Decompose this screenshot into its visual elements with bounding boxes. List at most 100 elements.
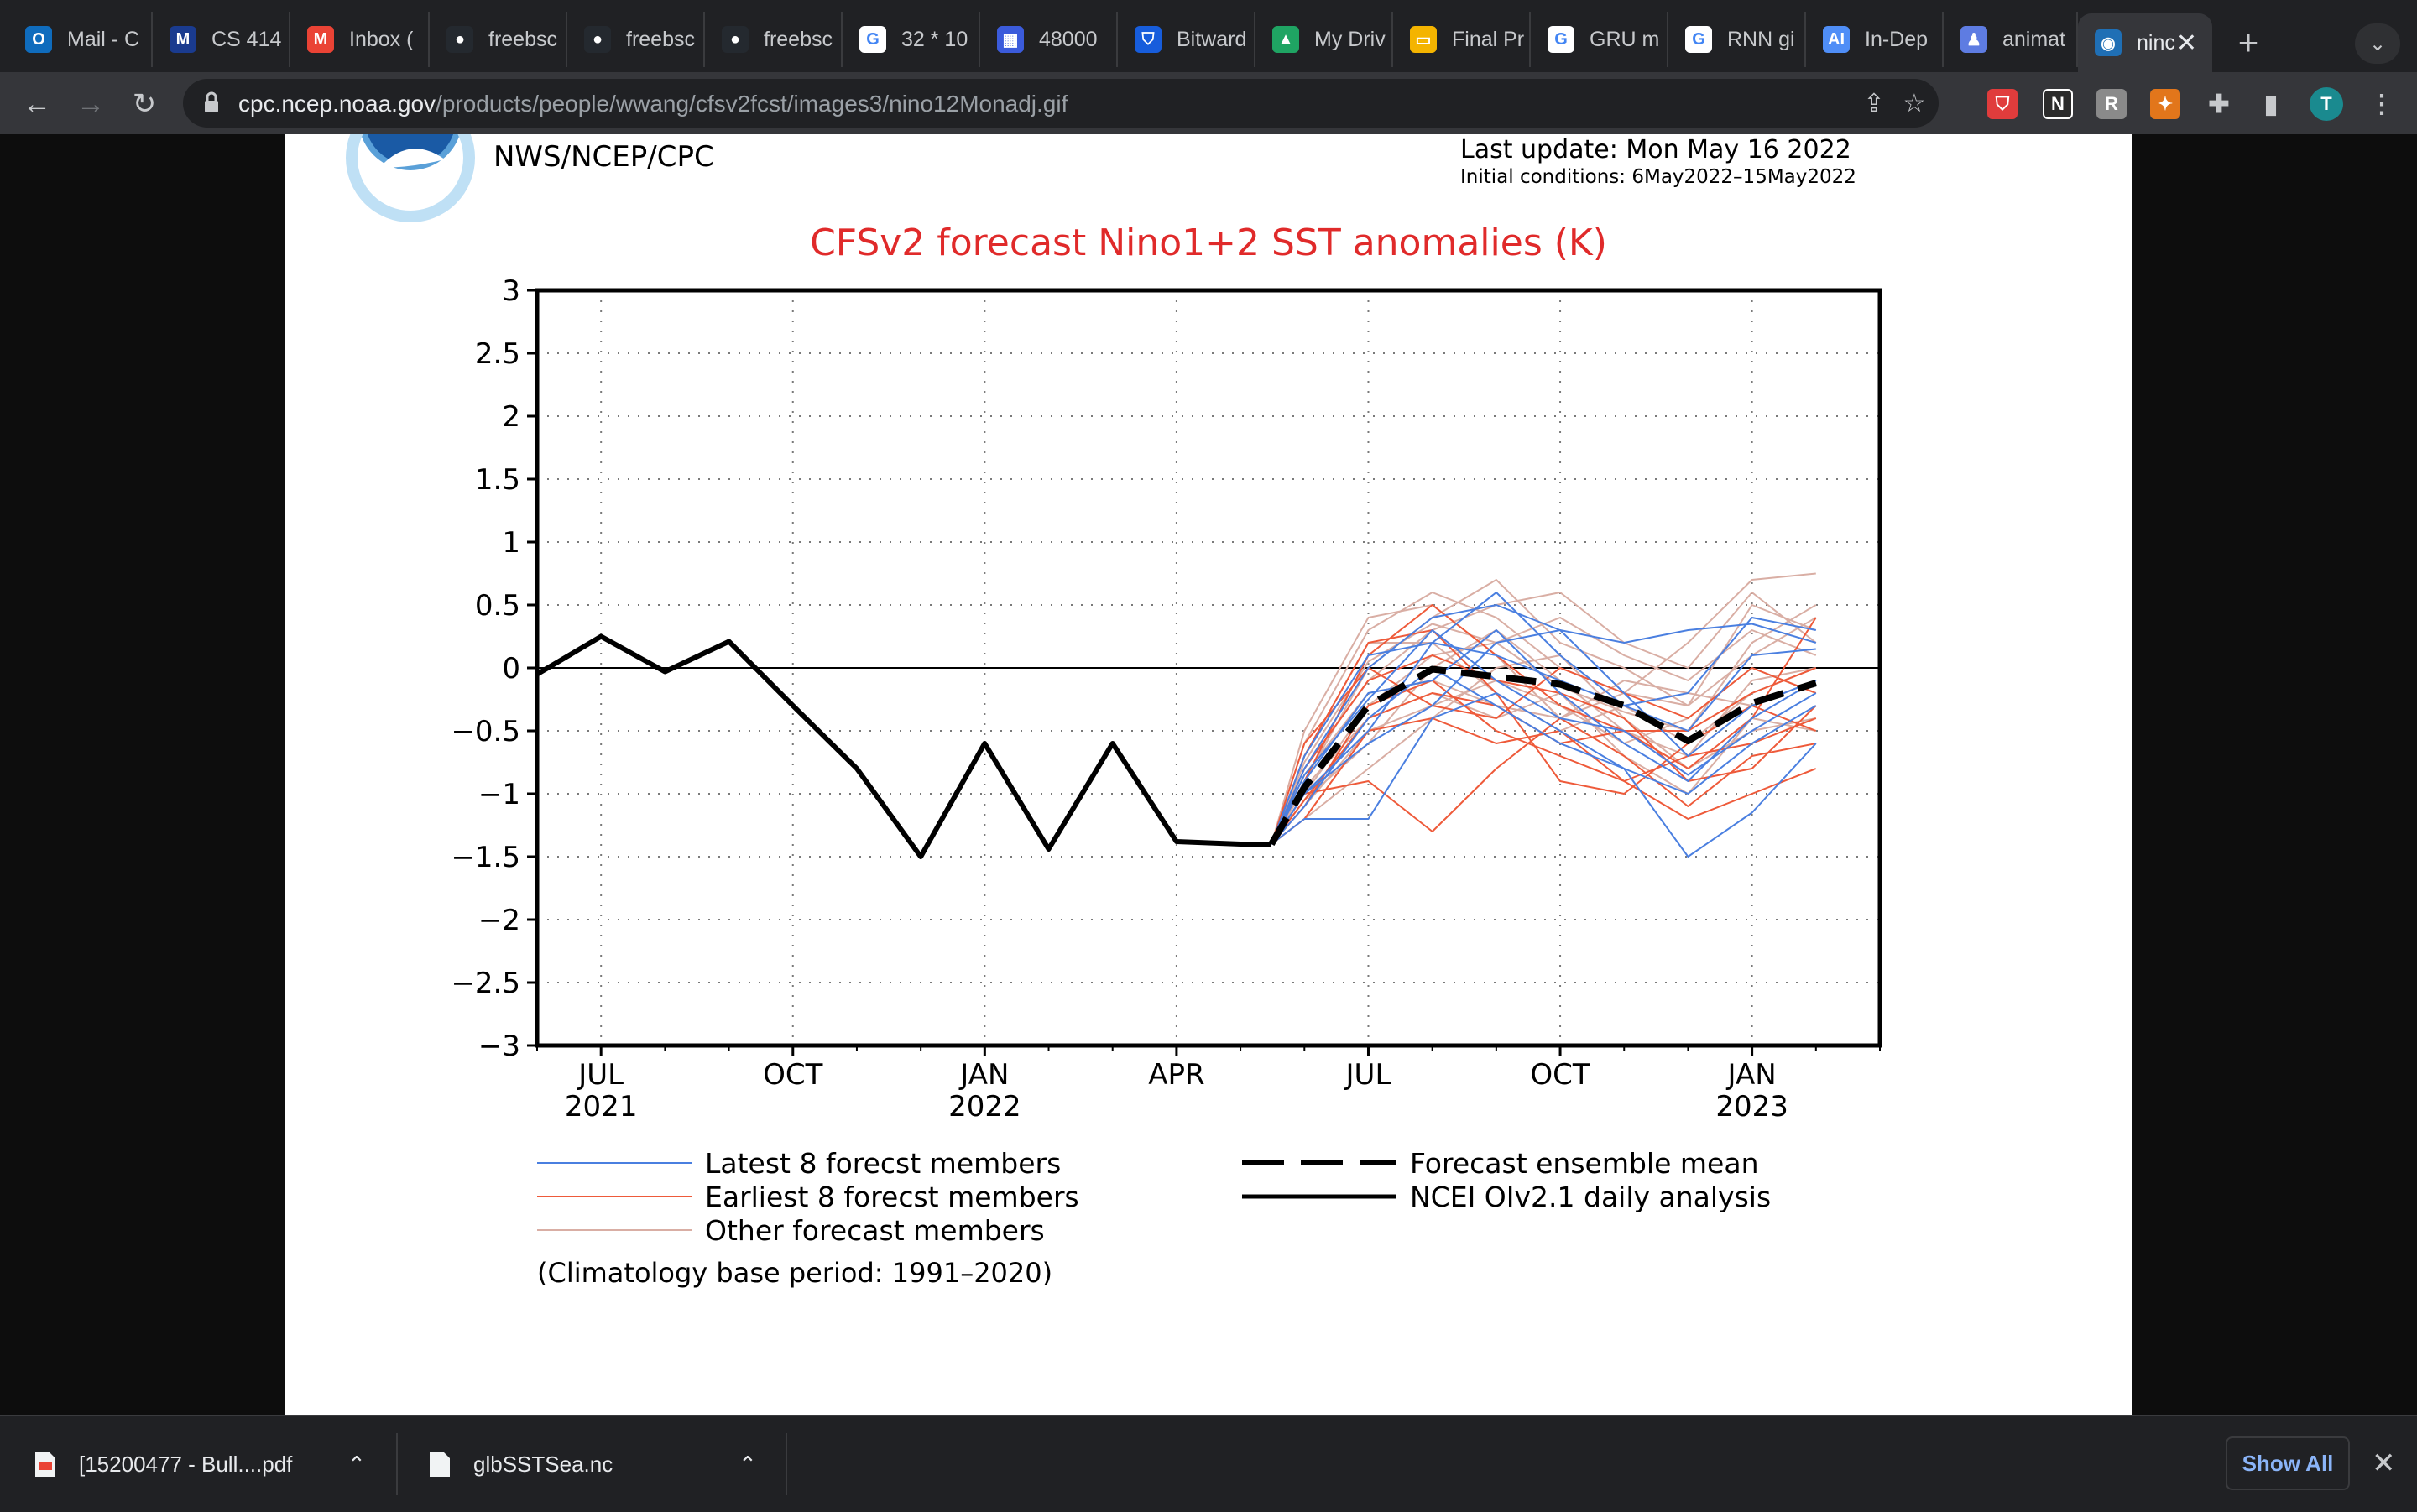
bitwarden-icon: ⛉ — [1135, 26, 1162, 53]
tab-4[interactable]: ● freebsc — [430, 12, 567, 67]
gmail-icon: M — [307, 26, 334, 53]
google-icon: G — [1548, 26, 1574, 53]
back-button[interactable]: ← — [18, 86, 55, 123]
latest-member-line — [1271, 629, 1817, 845]
legend-label: Earliest 8 forecst members — [705, 1181, 1079, 1213]
tab-label: freebsc — [764, 27, 833, 51]
github-icon: ● — [722, 26, 749, 53]
tab-label: Inbox ( — [349, 27, 414, 51]
chart-title: CFSv2 forecast Nino1+2 SST anomalies (K) — [810, 222, 1607, 264]
bookmark-star-icon[interactable]: ☆ — [1903, 89, 1926, 117]
file-icon — [430, 1452, 450, 1477]
new-tab-button[interactable]: + — [2237, 23, 2259, 62]
tab-strip: O Mail - C M CS 414 M Inbox (● freebsc ● freebsc… — [0, 0, 2417, 72]
tab-1[interactable]: O Mail - C — [8, 12, 153, 67]
x-tick-label: JAN — [958, 1058, 1009, 1092]
tab-12[interactable]: G GRU m — [1531, 12, 1668, 67]
download-filename: glbSSTSea.nc — [473, 1451, 613, 1477]
side-panel-icon[interactable]: ▮ — [2263, 90, 2279, 118]
page-viewport: NWS/NCEP/CPC Last update: Mon May 16 202… — [0, 93, 2417, 1415]
calculator-icon: ▦ — [997, 26, 1024, 53]
other-member-line — [1271, 604, 1817, 845]
share-icon[interactable]: ⇪ — [1863, 89, 1885, 117]
tab-label: GRU m — [1590, 27, 1660, 51]
tab-9[interactable]: ⛉ Bitward — [1118, 12, 1255, 67]
metamask-extension-icon[interactable]: ✦ — [2150, 89, 2180, 119]
download-menu-chevron[interactable]: ⌃ — [347, 1451, 366, 1477]
x-tick-year-label: 2023 — [1715, 1090, 1788, 1124]
tab-14[interactable]: AI In-Dep — [1806, 12, 1944, 67]
tab-label: 32 * 10 — [901, 27, 968, 51]
tab-13[interactable]: G RNN gi — [1668, 12, 1806, 67]
y-tick-label: −2.5 — [451, 967, 520, 1000]
plot-frame — [535, 288, 1882, 1048]
divider — [786, 1433, 787, 1495]
pocket-extension-icon[interactable]: ⛉ — [1987, 89, 2018, 119]
tab-15[interactable]: ♟ animat — [1944, 12, 2078, 67]
github-icon: ● — [584, 26, 611, 53]
url-host: cpc.ncep.noaa.gov — [238, 91, 436, 117]
notion-extension-icon[interactable]: N — [2043, 89, 2073, 119]
noaa-icon: ◉ — [2095, 29, 2122, 56]
earliest-member-line — [1271, 654, 1817, 845]
tab-2[interactable]: M CS 414 — [153, 12, 290, 67]
legend-label: Forecast ensemble mean — [1410, 1147, 1758, 1180]
gif-image: NWS/NCEP/CPC Last update: Mon May 16 202… — [285, 93, 2132, 1415]
tab-3[interactable]: M Inbox ( — [290, 12, 430, 67]
extension-icon[interactable]: R — [2096, 89, 2127, 119]
download-item-2[interactable]: glbSSTSea.nc — [428, 1416, 613, 1512]
y-tick-label: −3 — [478, 1030, 520, 1063]
observed-analysis-line — [535, 633, 1271, 859]
tab-label: CS 414 — [211, 27, 282, 51]
close-downloads-bar-icon[interactable]: ✕ — [2372, 1447, 2396, 1479]
other-member-line — [1271, 572, 1816, 845]
x-tick-label: JUL — [577, 1058, 624, 1092]
profile-avatar[interactable]: T — [2310, 87, 2343, 121]
last-update: Last update: Mon May 16 2022 — [1460, 135, 1851, 164]
address-bar[interactable]: cpc.ncep.noaa.gov/products/people/wwang/… — [183, 79, 1939, 128]
close-tab-icon[interactable]: ✕ — [2175, 29, 2197, 57]
climatology-footnote: (Climatology base period: 1991–2020) — [537, 1257, 1052, 1289]
google-icon: G — [1685, 26, 1712, 53]
y-tick-label: −1 — [478, 778, 520, 811]
nino12-forecast-figure: NWS/NCEP/CPC Last update: Mon May 16 202… — [346, 93, 1882, 1289]
tab-label: freebsc — [626, 27, 695, 51]
tab-11[interactable]: ▭ Final Pr — [1393, 12, 1531, 67]
lock-icon — [205, 91, 218, 112]
initial-conditions: Initial conditions: 6May2022–15May2022 — [1460, 166, 1856, 188]
tab-6[interactable]: ● freebsc — [705, 12, 843, 67]
tab-5[interactable]: ● freebsc — [567, 12, 705, 67]
tab-7[interactable]: G 32 * 10 — [843, 12, 980, 67]
agency-label: NWS/NCEP/CPC — [493, 140, 714, 174]
google-drive-icon: ▲ — [1272, 26, 1299, 53]
extensions-puzzle-icon[interactable]: ✚ — [2208, 90, 2230, 118]
tab-label: Mail - C — [67, 27, 140, 51]
tab-8[interactable]: ▦ 48000 — [980, 12, 1118, 67]
tab-label: RNN gi — [1727, 27, 1795, 51]
show-all-downloads-button[interactable]: Show All — [2226, 1436, 2350, 1490]
y-tick-label: 1.5 — [475, 463, 520, 497]
google-slides-icon: ▭ — [1410, 26, 1437, 53]
y-tick-label: −2 — [478, 904, 520, 937]
tab-10[interactable]: ▲ My Driv — [1255, 12, 1393, 67]
menu-kebab-icon[interactable]: ⋮ — [2369, 90, 2394, 118]
reload-button[interactable]: ↻ — [126, 86, 163, 123]
download-item-1[interactable]: [15200477 - Bull....pdf — [34, 1416, 292, 1512]
y-tick-label: −1.5 — [451, 841, 520, 874]
tab-search-button[interactable]: ⌄ — [2355, 23, 2400, 64]
legend-label: NCEI OIv2.1 daily analysis — [1410, 1181, 1771, 1213]
tab-16[interactable]: ◉ ninc ✕ — [2078, 13, 2212, 72]
download-menu-chevron[interactable]: ⌃ — [739, 1451, 757, 1477]
tab-label: ninc — [2137, 30, 2175, 55]
y-tick-label: 2.5 — [475, 337, 520, 371]
back-arrow-icon: ← — [23, 87, 51, 120]
y-tick-label: 0.5 — [475, 589, 520, 623]
latest-member-line — [1271, 692, 1817, 858]
tab-label: Final Pr — [1452, 27, 1525, 51]
earliest-member-line — [1271, 717, 1816, 845]
y-tick-label: 1 — [502, 526, 520, 560]
mathworks-icon: M — [170, 26, 196, 53]
chart-area: 32.521.510.50−0.5−1−1.5−2−2.5−3JUL2021OC… — [451, 274, 1882, 1124]
forward-button[interactable]: → — [72, 86, 109, 123]
